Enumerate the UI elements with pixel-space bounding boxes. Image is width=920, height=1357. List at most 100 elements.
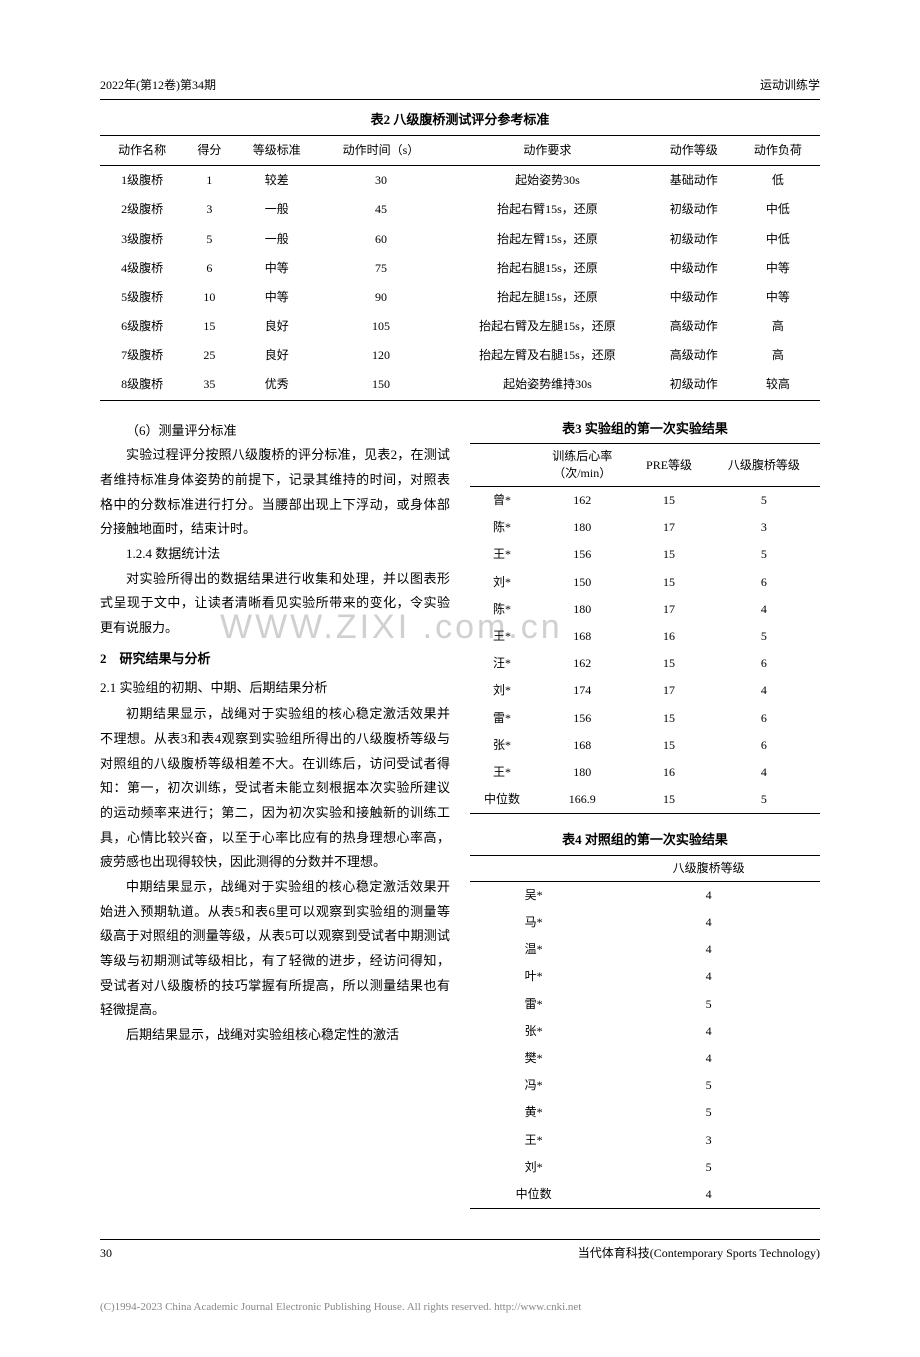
table4: 八级腹桥等级 吴*4马*4温*4叶*4雷*5张*4樊*4冯*5黄*5王*3刘*5… <box>470 855 820 1209</box>
table-cell: 4 <box>597 1018 820 1045</box>
table-row: 冯*5 <box>470 1072 820 1099</box>
table-cell: 5 <box>597 991 820 1018</box>
table-cell: 中位数 <box>470 1181 597 1209</box>
table-row: 黄*5 <box>470 1099 820 1126</box>
table-row: 王*168165 <box>470 623 820 650</box>
table-cell: 180 <box>534 759 630 786</box>
table-cell: 马* <box>470 909 597 936</box>
table-cell: 162 <box>534 650 630 677</box>
table-cell: 抬起右腿15s，还原 <box>443 254 651 283</box>
table-cell: 吴* <box>470 881 597 909</box>
table-cell: 16 <box>630 759 707 786</box>
table-cell: 起始姿势30s <box>443 166 651 196</box>
table-cell: 4 <box>597 881 820 909</box>
table-cell: 一般 <box>235 225 319 254</box>
section-2-heading: 2 研究结果与分析 <box>100 647 450 672</box>
table-cell: 陈* <box>470 514 534 541</box>
table-cell: 基础动作 <box>652 166 736 196</box>
table-row: 温*4 <box>470 936 820 963</box>
table-cell: 王* <box>470 623 534 650</box>
table3-title: 表3 实验组的第一次实验结果 <box>470 419 820 440</box>
table-cell: 初级动作 <box>652 370 736 400</box>
table-row: 叶*4 <box>470 963 820 990</box>
table-cell: 30 <box>319 166 443 196</box>
table-cell: 25 <box>184 341 235 370</box>
table-cell: 4级腹桥 <box>100 254 184 283</box>
table-cell: 陈* <box>470 596 534 623</box>
table-cell: 174 <box>534 677 630 704</box>
table-cell: 150 <box>534 569 630 596</box>
table-cell: 4 <box>708 677 820 704</box>
copyright-notice: (C)1994-2023 China Academic Journal Elec… <box>100 1299 820 1317</box>
table-cell: 168 <box>534 623 630 650</box>
table-row: 3级腹桥5一般60抬起左臂15s，还原初级动作中低 <box>100 225 820 254</box>
table-cell: 冯* <box>470 1072 597 1099</box>
table-row: 樊*4 <box>470 1045 820 1072</box>
table-cell: 10 <box>184 283 235 312</box>
table-cell: 抬起左臂15s，还原 <box>443 225 651 254</box>
table-cell: 抬起右臂15s，还原 <box>443 195 651 224</box>
page-footer: 30 当代体育科技(Contemporary Sports Technology… <box>100 1239 820 1263</box>
table-cell: 3 <box>597 1127 820 1154</box>
table-cell: 162 <box>534 487 630 515</box>
journal-name: 当代体育科技(Contemporary Sports Technology) <box>578 1244 820 1263</box>
table-cell: 中低 <box>736 195 820 224</box>
table-row: 张*168156 <box>470 732 820 759</box>
table-cell: 抬起左臂及右腿15s，还原 <box>443 341 651 370</box>
section-21-p1: 初期结果显示，战绳对于实验组的核心稳定激活效果并不理想。从表3和表4观察到实验组… <box>100 702 450 875</box>
table-cell: 一般 <box>235 195 319 224</box>
table-cell: 180 <box>534 514 630 541</box>
table-cell: 中等 <box>235 283 319 312</box>
section-124-heading: 1.2.4 数据统计法 <box>100 542 450 567</box>
table-cell: 温* <box>470 936 597 963</box>
table-row: 6级腹桥15良好105抬起右臂及左腿15s，还原高级动作高 <box>100 312 820 341</box>
category-label: 运动训练学 <box>760 76 820 95</box>
table-cell: 中低 <box>736 225 820 254</box>
table4-title: 表4 对照组的第一次实验结果 <box>470 830 820 851</box>
table-cell: 5 <box>708 623 820 650</box>
table-cell: 5级腹桥 <box>100 283 184 312</box>
table-cell: 5 <box>708 541 820 568</box>
table-cell: 低 <box>736 166 820 196</box>
table-cell: 15 <box>630 732 707 759</box>
table-cell: 良好 <box>235 341 319 370</box>
table-row: 王*156155 <box>470 541 820 568</box>
table-row: 刘*150156 <box>470 569 820 596</box>
table2-body: 1级腹桥1较差30起始姿势30s基础动作低2级腹桥3一般45抬起右臂15s，还原… <box>100 166 820 401</box>
table-cell: 起始姿势维持30s <box>443 370 651 400</box>
table-cell: 黄* <box>470 1099 597 1126</box>
table-cell: 15 <box>630 786 707 814</box>
table-cell: 4 <box>597 909 820 936</box>
table-row: 汪*162156 <box>470 650 820 677</box>
table2: 动作名称得分等级标准动作时间（s）动作要求动作等级动作负荷 1级腹桥1较差30起… <box>100 135 820 401</box>
table-cell: 樊* <box>470 1045 597 1072</box>
left-column: （6）测量评分标准 实验过程评分按照八级腹桥的评分标准，见表2，在测试者维持标准… <box>100 419 450 1225</box>
table4-body: 吴*4马*4温*4叶*4雷*5张*4樊*4冯*5黄*5王*3刘*5中位数4 <box>470 881 820 1208</box>
section-6-body: 实验过程评分按照八级腹桥的评分标准，见表2，在测试者维持标准身体姿势的前提下，记… <box>100 443 450 542</box>
table-cell: 高级动作 <box>652 312 736 341</box>
table-cell: 45 <box>319 195 443 224</box>
table-cell: 1级腹桥 <box>100 166 184 196</box>
table-cell: 高 <box>736 312 820 341</box>
table3: 训练后心率（次/min）PRE等级八级腹桥等级 曾*162155陈*180173… <box>470 443 820 814</box>
table-cell: 雷* <box>470 991 597 1018</box>
table-cell: 初级动作 <box>652 195 736 224</box>
col-header <box>470 444 534 487</box>
table-cell: 16 <box>630 623 707 650</box>
table-cell: 高 <box>736 341 820 370</box>
table3-body: 曾*162155陈*180173王*156155刘*150156陈*180174… <box>470 487 820 814</box>
table-cell: 中级动作 <box>652 283 736 312</box>
section-21-p3: 后期结果显示，战绳对实验组核心稳定性的激活 <box>100 1023 450 1048</box>
table3-header-row: 训练后心率（次/min）PRE等级八级腹桥等级 <box>470 444 820 487</box>
table-cell: 抬起右臂及左腿15s，还原 <box>443 312 651 341</box>
table-cell: 4 <box>597 963 820 990</box>
table2-header-row: 动作名称得分等级标准动作时间（s）动作要求动作等级动作负荷 <box>100 135 820 165</box>
table-cell: 刘* <box>470 1154 597 1181</box>
table-cell: 王* <box>470 1127 597 1154</box>
table-cell: 较高 <box>736 370 820 400</box>
col-header: PRE等级 <box>630 444 707 487</box>
table-cell: 6 <box>184 254 235 283</box>
table-cell: 15 <box>630 569 707 596</box>
table-cell: 5 <box>597 1154 820 1181</box>
table-row: 中位数4 <box>470 1181 820 1209</box>
